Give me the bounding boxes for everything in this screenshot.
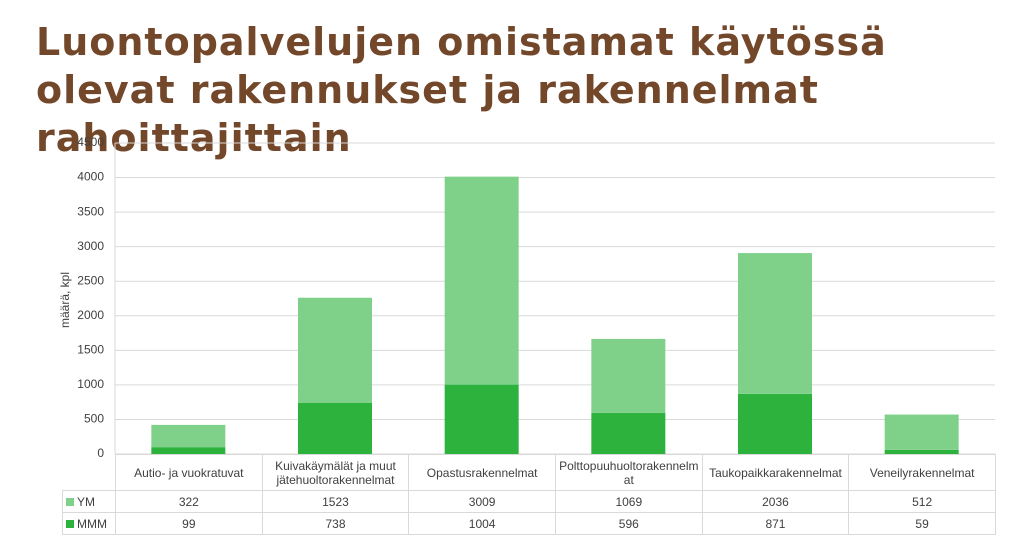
table-row: YM 322 1523 3009 1069 2036 512 (62, 490, 996, 513)
y-tick-label: 3500 (77, 204, 104, 218)
y-tick-label: 1000 (77, 377, 104, 391)
legend-swatch (66, 497, 74, 506)
legend-swatch (66, 519, 74, 528)
table-cell: 59 (848, 512, 996, 535)
data-table: Autio- ja vuokratuvat Kuivakäymälät ja mu… (62, 454, 996, 535)
bar-segment (591, 338, 666, 413)
y-tick-label: 2000 (77, 308, 104, 322)
chart-title: Luontopalvelujen omistamat käytössä olev… (36, 20, 887, 160)
bar-segment (591, 412, 666, 454)
bar-segment (298, 402, 372, 454)
table-cell: 99 (115, 512, 263, 535)
table-cell: 2036 (701, 490, 850, 513)
table-cell: 512 (848, 490, 996, 513)
y-tick-label: 500 (84, 412, 104, 426)
bar-segment (738, 253, 812, 394)
bar-segment (884, 414, 959, 450)
x-tick-label: Polttopuuhuoltorakennelmat (554, 454, 703, 491)
table-header-row: Autio- ja vuokratuvat Kuivakäymälät ja mu… (62, 454, 996, 491)
legend-label: YM (77, 494, 95, 509)
table-cell: 322 (115, 490, 263, 513)
bar-segment (151, 424, 226, 448)
legend-entry: MMM (62, 512, 116, 535)
bar-segment (298, 297, 372, 403)
x-tick-label: Autio- ja vuokratuvat (115, 454, 263, 491)
legend-label: MMM (77, 516, 107, 531)
x-tick-label: Kuivakäymälät ja muut jätehuoltorakennel… (261, 454, 410, 491)
x-tick-label: Taukopaikkarakennelmat (701, 454, 850, 491)
y-axis-label: määrä, kpl (58, 272, 72, 328)
y-tick-label: 2500 (77, 273, 104, 287)
bar-segment (151, 447, 226, 454)
x-tick-label: Veneilyrakennelmat (848, 454, 996, 491)
bar-segment (884, 449, 959, 454)
table-cell: 871 (701, 512, 850, 535)
bar-segment (444, 384, 519, 454)
table-cell: 1004 (408, 512, 556, 535)
table-cell: 1069 (554, 490, 703, 513)
bar-segment (444, 176, 519, 385)
table-cell: 738 (261, 512, 410, 535)
y-tick-label: 4500 (77, 135, 104, 149)
y-tick-label: 3000 (77, 239, 104, 253)
x-tick-label: Opastusrakennelmat (408, 454, 556, 491)
bar-segment (738, 393, 812, 454)
table-cell: 596 (554, 512, 703, 535)
table-row: MMM 99 738 1004 596 871 59 (62, 512, 996, 535)
table-corner (62, 454, 116, 491)
table-cell: 1523 (261, 490, 410, 513)
table-cell: 3009 (408, 490, 556, 513)
legend-entry: YM (62, 490, 116, 513)
y-tick-label: 1500 (77, 343, 104, 357)
y-tick-label: 4000 (77, 170, 104, 184)
y-tick-label: 0 (97, 446, 104, 460)
